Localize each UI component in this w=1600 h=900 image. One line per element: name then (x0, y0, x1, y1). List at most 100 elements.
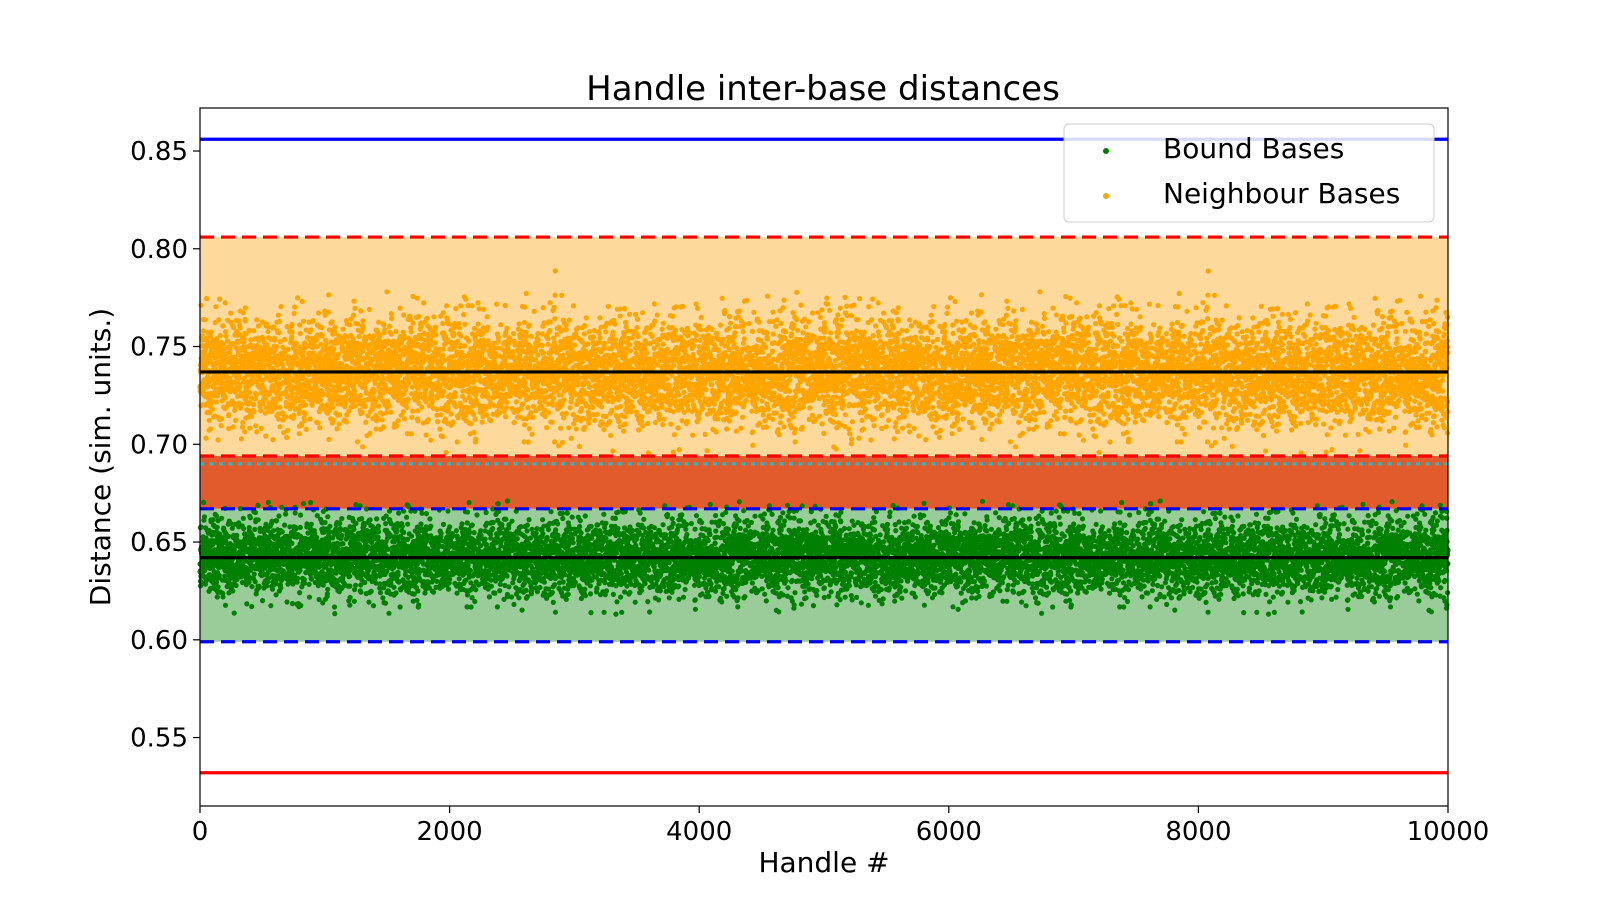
data-point (289, 540, 295, 547)
data-point (614, 599, 620, 605)
data-point (713, 513, 719, 519)
data-point (603, 588, 610, 594)
data-point (660, 522, 666, 528)
data-point (252, 526, 258, 533)
data-point (565, 591, 571, 597)
data-point (255, 517, 261, 523)
data-point (447, 576, 453, 582)
data-point (300, 501, 307, 507)
data-point (347, 583, 353, 589)
data-point (647, 609, 653, 615)
data-point (508, 594, 515, 600)
data-point (637, 510, 643, 516)
data-point (239, 579, 245, 586)
data-point (814, 592, 820, 599)
data-point (256, 583, 262, 589)
data-point (736, 518, 742, 524)
data-point (550, 599, 556, 606)
data-point (712, 540, 718, 546)
data-point (201, 514, 208, 520)
data-point (729, 568, 735, 574)
data-point (244, 601, 250, 607)
data-point (353, 520, 359, 527)
data-point (210, 517, 216, 523)
band-1 (200, 456, 1448, 509)
data-point (742, 594, 748, 600)
data-point (707, 532, 713, 538)
data-point (663, 532, 669, 538)
data-point (540, 531, 546, 537)
data-point (353, 582, 359, 588)
data-point (469, 522, 475, 528)
data-point (503, 516, 509, 522)
data-point (692, 597, 698, 603)
data-point (269, 518, 275, 524)
data-point (478, 528, 484, 534)
data-point (527, 535, 534, 541)
data-point (552, 609, 559, 615)
data-point (214, 513, 220, 519)
data-point (375, 523, 381, 529)
data-point (382, 600, 389, 606)
data-point (802, 589, 808, 595)
data-point (763, 598, 769, 604)
data-point (340, 541, 346, 547)
data-point (467, 529, 473, 536)
data-point (331, 604, 338, 610)
data-point (497, 581, 503, 587)
data-point (352, 587, 358, 593)
data-point (219, 515, 225, 521)
data-point (748, 519, 755, 526)
data-point (777, 514, 784, 521)
data-point (684, 531, 690, 538)
data-point (393, 590, 399, 596)
data-point (761, 511, 768, 517)
data-point (465, 562, 471, 568)
data-point (237, 506, 243, 512)
data-point (298, 602, 304, 609)
data-point (813, 529, 819, 535)
data-point (468, 604, 474, 610)
data-point (713, 546, 719, 552)
data-point (474, 512, 480, 518)
data-point (533, 530, 539, 536)
data-point (324, 591, 330, 597)
data-point (251, 571, 257, 577)
data-point (612, 515, 619, 522)
data-point (780, 510, 786, 516)
data-point (279, 504, 285, 510)
data-point (270, 528, 277, 534)
data-point (680, 594, 687, 600)
data-point (252, 509, 258, 516)
data-point (229, 525, 235, 531)
data-point (569, 514, 575, 520)
data-point (273, 592, 279, 598)
data-point (595, 522, 601, 528)
data-point (682, 586, 688, 593)
data-point (676, 596, 682, 602)
data-point (404, 514, 410, 520)
data-point (459, 521, 465, 527)
data-point (198, 524, 204, 530)
data-point (765, 524, 771, 531)
data-point (376, 529, 382, 535)
data-point (716, 584, 722, 590)
data-point (297, 524, 303, 531)
data-point (332, 611, 338, 617)
data-point (327, 523, 333, 529)
data-point (509, 518, 515, 524)
data-point (306, 594, 313, 600)
data-point (519, 607, 525, 613)
data-point (785, 585, 791, 591)
data-point (560, 579, 566, 585)
data-point (471, 530, 477, 536)
data-point (445, 586, 452, 592)
data-point (646, 567, 652, 573)
data-point (297, 512, 304, 518)
data-point (232, 521, 238, 527)
data-point (679, 512, 685, 518)
data-point (683, 526, 689, 532)
data-point (664, 511, 671, 518)
data-point (737, 525, 743, 532)
data-point (514, 536, 520, 542)
